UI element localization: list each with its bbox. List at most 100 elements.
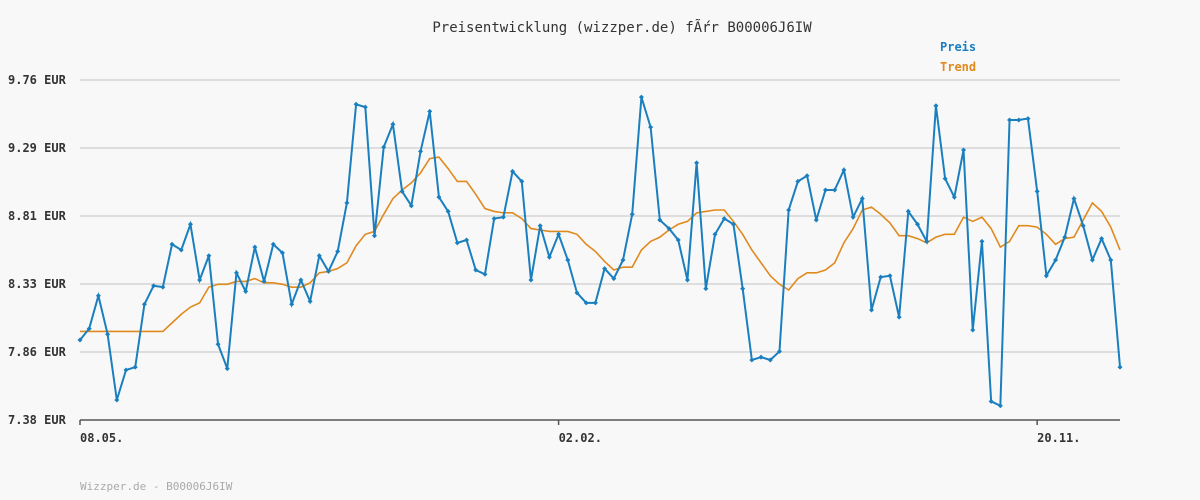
preis-point — [390, 121, 396, 127]
preis-point — [648, 124, 654, 130]
y-axis-ticks: 7.38 EUR 7.86 EUR 8.33 EUR 8.81 EUR 9.29 EUR… — [8, 73, 67, 427]
preis-point — [270, 241, 276, 247]
preis-point — [565, 257, 571, 263]
preis-point — [1034, 188, 1040, 194]
preis-point — [307, 298, 313, 304]
preis-point — [160, 284, 166, 290]
preis-point — [233, 270, 239, 276]
preis-point — [638, 94, 644, 100]
preis-point — [399, 188, 405, 194]
preis-point — [951, 194, 957, 200]
preis-point — [730, 221, 736, 227]
preis-point — [454, 240, 460, 246]
preis-point — [436, 194, 442, 200]
preis-point — [583, 300, 589, 306]
preis-point — [721, 216, 727, 222]
y-tick-label: 9.76 EUR — [8, 73, 67, 87]
preis-point — [979, 238, 985, 244]
preis-point — [942, 176, 948, 182]
preis-point — [1071, 196, 1077, 202]
preis-point — [215, 341, 221, 347]
preis-point — [666, 226, 672, 232]
preis-point — [519, 178, 525, 184]
preis-point — [859, 196, 865, 202]
preis-point — [1043, 273, 1049, 279]
preis-point — [418, 148, 424, 154]
preis-point — [261, 278, 267, 284]
preis-point — [372, 233, 378, 239]
preis-point — [528, 277, 534, 283]
preis-point — [473, 267, 479, 273]
y-tick-label: 7.86 EUR — [8, 345, 67, 359]
preis-point — [500, 214, 506, 220]
preis-point — [1089, 257, 1095, 263]
preis-point — [427, 108, 433, 114]
preis-point — [252, 244, 258, 250]
trend-line — [80, 156, 1121, 333]
preis-point — [602, 266, 608, 272]
preis-point — [611, 276, 617, 282]
preis-point — [850, 214, 856, 220]
preis-point — [298, 277, 304, 283]
preis-point — [408, 203, 414, 209]
preis-point — [243, 288, 249, 294]
preis-point — [620, 257, 626, 263]
preis-point — [537, 223, 543, 229]
preis-point — [574, 290, 580, 296]
series-group — [77, 94, 1123, 409]
preis-point — [896, 314, 902, 320]
preis-point — [95, 293, 101, 299]
x-tick-label: 02.02. — [559, 431, 602, 445]
preis-point — [970, 327, 976, 333]
preis-point — [767, 357, 773, 363]
preis-line — [79, 96, 1121, 408]
preis-point — [1117, 364, 1123, 370]
preis-point — [869, 307, 875, 313]
preis-point — [961, 147, 967, 153]
preis-point — [289, 301, 295, 307]
preis-point — [841, 167, 847, 173]
legend-preis: Preis — [940, 40, 976, 54]
preis-point — [114, 397, 120, 403]
preis-point — [77, 337, 83, 343]
preis-point — [510, 168, 516, 174]
preis-point — [629, 211, 635, 217]
preis-point — [187, 221, 193, 227]
x-tick-label: 20.11. — [1037, 431, 1080, 445]
preis-point — [694, 160, 700, 166]
x-axis-ticks: 08.05. 02.02. 20.11. — [79, 420, 1081, 445]
preis-point — [1016, 117, 1022, 123]
y-tick-label: 8.81 EUR — [8, 209, 67, 223]
preis-point — [353, 101, 359, 107]
preis-point — [141, 301, 147, 307]
preis-point — [786, 207, 792, 213]
preis-point — [657, 217, 663, 223]
preis-point — [1007, 117, 1013, 123]
chart-title: Preisentwicklung (wizzper.de) fÃŕr B0000… — [432, 19, 812, 36]
preis-point — [703, 286, 709, 292]
preis-point — [151, 283, 157, 289]
preis-point — [445, 208, 451, 214]
preis-point — [804, 173, 810, 179]
preis-point — [933, 103, 939, 109]
y-tick-label: 9.29 EUR — [8, 141, 67, 155]
preis-point — [813, 217, 819, 223]
preis-point — [86, 326, 92, 332]
legend-trend: Trend — [940, 60, 976, 74]
preis-point — [924, 238, 930, 244]
preis-point — [335, 248, 341, 254]
preis-point — [749, 357, 755, 363]
preis-point — [684, 277, 690, 283]
preis-point — [905, 208, 911, 214]
preis-point — [592, 300, 598, 306]
preis-point — [1108, 257, 1114, 263]
preis-point — [482, 271, 488, 277]
preis-point — [105, 331, 111, 337]
x-tick-label: 08.05. — [80, 431, 123, 445]
preis-point — [878, 274, 884, 280]
preis-point — [381, 144, 387, 150]
y-tick-label: 7.38 EUR — [8, 413, 67, 427]
preis-point — [988, 398, 994, 404]
preis-point — [795, 178, 801, 184]
